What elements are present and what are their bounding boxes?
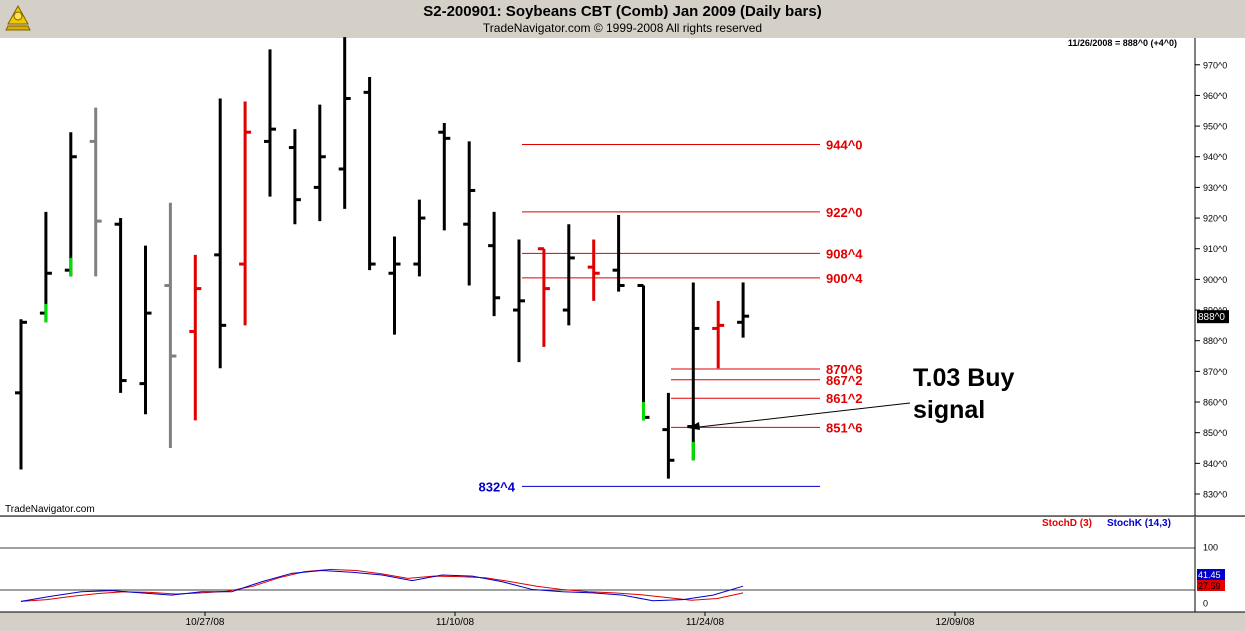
- ohlc-bar: [114, 218, 127, 393]
- y-tick-label: 940^0: [1203, 152, 1227, 162]
- y-tick-label: 910^0: [1203, 244, 1227, 254]
- arrow-head-icon: [688, 422, 700, 430]
- date-axis-ticks: 10/27/08 11/10/08 11/24/08 12/09/08: [186, 612, 975, 628]
- annotation-arrow: [689, 402, 911, 429]
- ohlc-bar: [562, 224, 575, 326]
- ohlc-bar: [189, 254, 202, 421]
- level-label: 832^4: [478, 479, 515, 494]
- annotation-line-2: signal: [913, 396, 985, 424]
- level-label: 870^6: [826, 362, 863, 377]
- ohlc-bar: [39, 211, 52, 323]
- chart-title: S2-200901: Soybeans CBT (Comb) Jan 2009 …: [423, 3, 822, 20]
- ohlc-bar: [488, 211, 501, 317]
- oscillator-axis-panel: [1195, 517, 1245, 612]
- y-tick-label: 930^0: [1203, 183, 1227, 193]
- y-tick-label: 920^0: [1203, 214, 1227, 224]
- y-tick-label: 960^0: [1203, 91, 1227, 101]
- x-tick-label: 12/09/08: [936, 617, 975, 628]
- y-tick-label: 900^0: [1203, 275, 1227, 285]
- copyright-subtitle: TradeNavigator.com © 1999-2008 All right…: [482, 21, 763, 35]
- ohlc-bar: [363, 77, 376, 271]
- ohlc-bar: [687, 282, 700, 461]
- watermark-text: TradeNavigator.com: [5, 504, 95, 515]
- stoch-k-series: [20, 570, 744, 602]
- ohlc-bar: [214, 98, 227, 369]
- oscillator-panel: [0, 517, 1195, 612]
- stoch-k-value: 41.45: [1198, 570, 1221, 580]
- y-tick-label: 970^0: [1203, 60, 1227, 70]
- y-tick-label: 860^0: [1203, 398, 1227, 408]
- ohlc-bar: [89, 107, 102, 277]
- price-axis-panel: [1195, 38, 1245, 516]
- osc-tick-label: 0: [1203, 599, 1208, 609]
- level-label: 867^2: [826, 373, 863, 388]
- ohlc-bar: [413, 199, 426, 277]
- last-price-marker: 888^0: [1197, 310, 1229, 324]
- ohlc-bar: [513, 239, 525, 363]
- ohlc-bar: [264, 49, 276, 197]
- ohlc-bar: [662, 392, 675, 479]
- ohlc-bar: [712, 300, 725, 369]
- ohlc-bar: [388, 236, 401, 335]
- ohlc-bar: [64, 132, 77, 277]
- ohlc-bar: [438, 123, 451, 231]
- y-tick-label: 870^0: [1203, 367, 1227, 377]
- x-tick-label: 10/27/08: [186, 617, 225, 628]
- level-label: 900^4: [826, 271, 863, 286]
- stoch-k-legend: StochK (14,3): [1107, 518, 1171, 529]
- ohlc-bar: [338, 37, 351, 209]
- x-tick-label: 11/24/08: [686, 617, 725, 628]
- y-tick-label: 880^0: [1203, 336, 1227, 346]
- ohlc-bar: [612, 214, 625, 292]
- y-tick-label: 840^0: [1203, 459, 1227, 469]
- chart-header: S2-200901: Soybeans CBT (Comb) Jan 2009 …: [0, 0, 1245, 38]
- date-axis-panel: [0, 613, 1245, 631]
- y-tick-label: 850^0: [1203, 428, 1227, 438]
- price-readout: 11/26/2008 = 888^0 (+4^0): [1068, 38, 1177, 48]
- x-tick-label: 11/10/08: [436, 617, 475, 628]
- level-label: 944^0: [826, 137, 863, 152]
- level-label: 922^0: [826, 205, 863, 220]
- ohlc-bar: [737, 282, 750, 338]
- ohlc-bar: [15, 319, 27, 470]
- level-label: 861^2: [826, 391, 863, 406]
- sextant-logo-icon: [5, 4, 31, 31]
- ohlc-bars: [15, 37, 750, 479]
- stoch-d-legend: StochD (3): [1042, 518, 1092, 529]
- osc-tick-label: 100: [1203, 543, 1218, 553]
- ohlc-bar: [463, 141, 476, 286]
- y-tick-label: 950^0: [1203, 122, 1227, 132]
- stoch-d-value: 27.59: [1198, 581, 1221, 591]
- level-label: 851^6: [826, 420, 863, 435]
- ohlc-bar: [313, 104, 326, 222]
- ohlc-bar: [239, 101, 252, 326]
- ohlc-bar: [637, 284, 650, 421]
- buy-signal-annotation: T.03 Buy signal: [688, 364, 1015, 430]
- ohlc-bar: [288, 129, 301, 225]
- stoch-d-series: [20, 568, 744, 602]
- ohlc-bar: [164, 202, 177, 449]
- ohlc-bar: [587, 239, 600, 301]
- y-tick-label: 830^0: [1203, 490, 1227, 500]
- level-label: 908^4: [826, 246, 863, 261]
- last-price-label: 888^0: [1198, 312, 1225, 323]
- price-panel: [0, 38, 1195, 516]
- ohlc-bar: [537, 247, 550, 347]
- ohlc-bar: [139, 245, 152, 415]
- annotation-line-1: T.03 Buy: [913, 364, 1015, 392]
